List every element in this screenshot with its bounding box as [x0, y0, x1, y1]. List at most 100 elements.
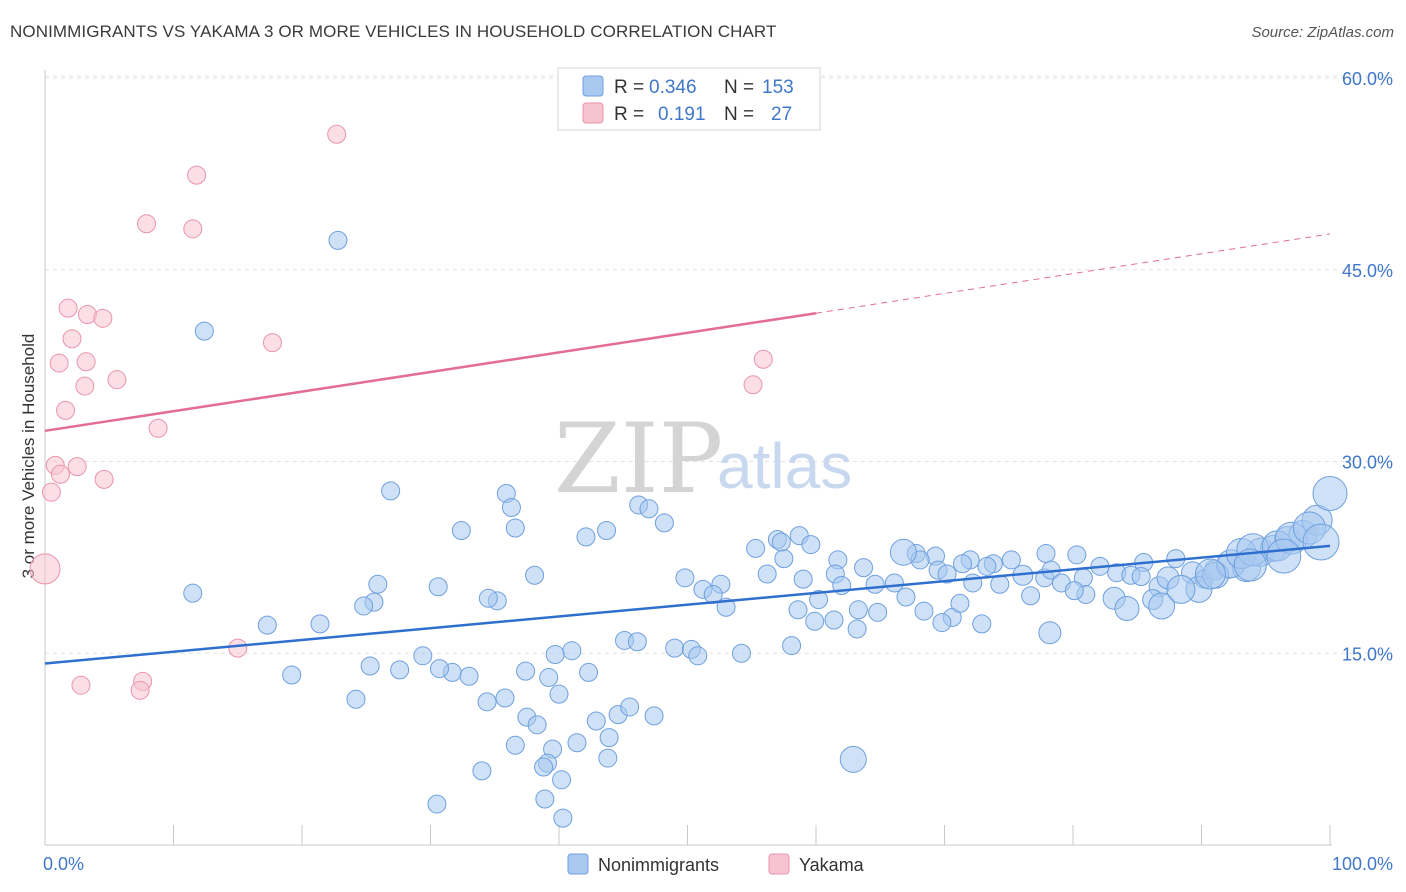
nonimmigrants-point	[429, 659, 449, 679]
chart-title: NONIMMIGRANTS VS YAKAMA 3 OR MORE VEHICL…	[10, 22, 777, 41]
yakama-point	[228, 638, 248, 658]
nonimmigrants-point	[428, 577, 448, 597]
bottom-legend-label-nonimmigrants: Nonimmigrants	[598, 855, 719, 875]
yakama-trend-extension	[815, 233, 1331, 314]
nonimmigrants-point	[597, 521, 617, 541]
yakama-point	[50, 464, 70, 484]
yakama-point	[94, 469, 114, 489]
nonimmigrants-point	[824, 610, 844, 630]
source-label: Source: ZipAtlas.com	[1251, 24, 1394, 41]
nonimmigrants-point	[539, 668, 559, 688]
nonimmigrants-point	[977, 556, 997, 576]
nonimmigrants-point	[665, 638, 685, 658]
y-tick-label-60: 60.0%	[1342, 69, 1393, 89]
nonimmigrants-point	[1036, 544, 1056, 564]
nonimmigrants-trend-line	[44, 544, 1331, 665]
nonimmigrants-point	[774, 549, 794, 569]
bottom-legend: Nonimmigrants Yakama	[567, 853, 865, 875]
nonimmigrants-point	[562, 641, 582, 661]
nonimmigrants-point	[847, 619, 867, 639]
trend-lines	[44, 233, 1331, 665]
nonimmigrants-point	[972, 614, 992, 634]
nonimmigrants-point	[535, 789, 555, 809]
nonimmigrants-point	[1302, 523, 1340, 561]
y-tick-label-45: 45.0%	[1342, 261, 1393, 281]
nonimmigrants-point	[932, 613, 952, 633]
nonimmigrants-point	[478, 588, 498, 608]
legend-r-label-nonimmigrants: R =	[614, 77, 644, 98]
nonimmigrants-point	[527, 715, 547, 735]
nonimmigrants-point	[839, 745, 867, 773]
x-tick-label-min: 0.0%	[43, 854, 84, 874]
yakama-point	[67, 457, 87, 477]
nonimmigrants-point	[354, 596, 374, 616]
legend-swatch-yakama	[582, 102, 604, 124]
nonimmigrants-point	[459, 666, 479, 686]
nonimmigrants-point	[360, 656, 380, 676]
nonimmigrants-point	[805, 611, 825, 631]
bottom-legend-swatch-yakama	[768, 853, 790, 875]
nonimmigrants-point	[950, 593, 970, 613]
yakama-point	[93, 308, 113, 328]
nonimmigrants-point	[576, 527, 596, 547]
yakama-point	[753, 349, 773, 369]
yakama-point	[76, 352, 96, 372]
nonimmigrants-point	[1114, 596, 1140, 622]
watermark-atlas: atlas	[717, 430, 852, 502]
yakama-point	[49, 353, 69, 373]
nonimmigrants-point	[183, 583, 203, 603]
nonimmigrants-point	[586, 711, 606, 731]
nonimmigrants-point	[545, 645, 565, 665]
nonimmigrants-point	[896, 587, 916, 607]
nonimmigrants-point	[675, 568, 695, 588]
nonimmigrants-point	[525, 565, 545, 585]
nonimmigrants-point	[731, 643, 751, 663]
nonimmigrants-point	[413, 646, 433, 666]
y-tick-label-30: 30.0%	[1342, 453, 1393, 473]
nonimmigrants-point	[644, 706, 664, 726]
nonimmigrants-point	[1001, 550, 1021, 570]
nonimmigrants-point	[801, 535, 821, 555]
yakama-point	[58, 298, 78, 318]
yakama-point	[183, 219, 203, 239]
yakama-trend-line	[44, 311, 817, 433]
nonimmigrants-point	[501, 498, 521, 518]
yakama-point	[62, 329, 82, 349]
nonimmigrants-point	[552, 770, 572, 790]
nonimmigrants-point	[1312, 475, 1348, 511]
nonimmigrants-point	[782, 636, 802, 656]
yakama-points	[29, 124, 773, 700]
legend-n-value-yakama: 27	[771, 104, 792, 125]
yakama-point	[41, 482, 61, 502]
legend-n-label-nonimmigrants: N =	[724, 77, 754, 98]
yakama-point	[137, 214, 157, 234]
yakama-point	[71, 675, 91, 695]
nonimmigrants-point	[282, 665, 302, 685]
yakama-point	[107, 370, 127, 390]
yakama-point	[187, 165, 207, 185]
nonimmigrants-point	[194, 321, 214, 341]
yakama-point	[327, 124, 347, 144]
nonimmigrants-point	[889, 538, 917, 566]
nonimmigrants-point	[516, 661, 536, 681]
nonimmigrants-point	[952, 554, 972, 574]
nonimmigrants-point	[427, 794, 447, 814]
nonimmigrants-point	[809, 590, 829, 610]
nonimmigrants-point	[1021, 586, 1041, 606]
nonimmigrants-point	[914, 601, 934, 621]
correlation-legend: R = 0.346 N = 153 R = 0.191 N = 27	[557, 67, 821, 131]
nonimmigrants-point	[757, 564, 777, 584]
nonimmigrants-point	[328, 230, 348, 250]
yakama-point	[262, 333, 282, 353]
legend-r-label-yakama: R =	[614, 104, 644, 125]
nonimmigrants-point	[451, 521, 471, 541]
nonimmigrants-point	[620, 697, 640, 717]
y-axis-title: 3 or more Vehicles in Household	[19, 334, 38, 579]
legend-n-label-yakama: N =	[724, 104, 754, 125]
nonimmigrants-point	[553, 808, 573, 828]
yakama-point	[130, 680, 150, 700]
nonimmigrants-point	[381, 481, 401, 501]
nonimmigrants-point	[746, 538, 766, 558]
nonimmigrants-point	[505, 518, 525, 538]
